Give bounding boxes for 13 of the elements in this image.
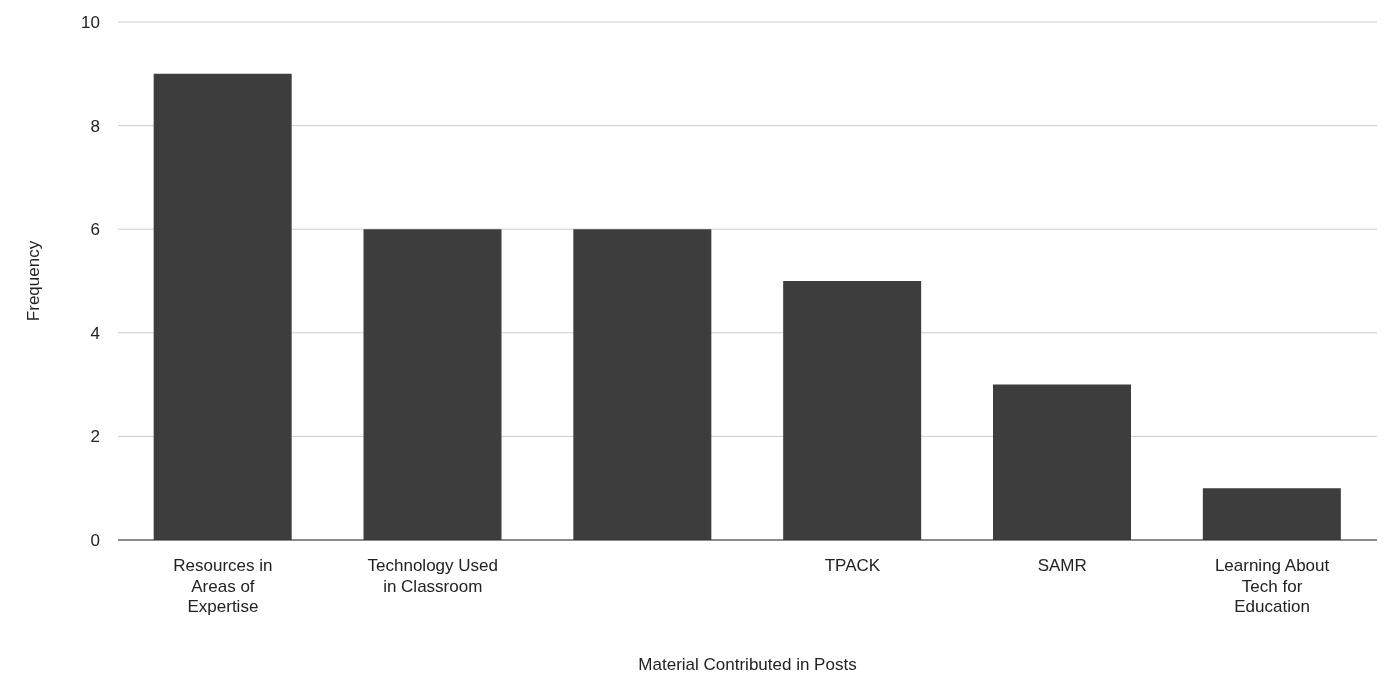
x-axis-title: Material Contributed in Posts: [638, 655, 857, 674]
y-tick-label: 0: [90, 531, 100, 551]
y-tick-label: 10: [81, 13, 100, 33]
x-tick-label: Learning About Tech for Education: [1214, 556, 1330, 617]
y-axis-title: Frequency: [24, 240, 44, 322]
x-tick-label: TPACK: [824, 556, 881, 576]
y-tick-label: 2: [90, 427, 100, 447]
x-tick-label: Technology Used in Classroom: [367, 556, 498, 596]
y-tick-label: 4: [90, 323, 100, 343]
y-tick-label: 6: [90, 220, 100, 240]
x-tick-label: SAMR: [1037, 556, 1087, 576]
y-tick-label: 8: [90, 116, 100, 136]
x-tick-label: Resources in Areas of Expertise: [173, 556, 273, 617]
